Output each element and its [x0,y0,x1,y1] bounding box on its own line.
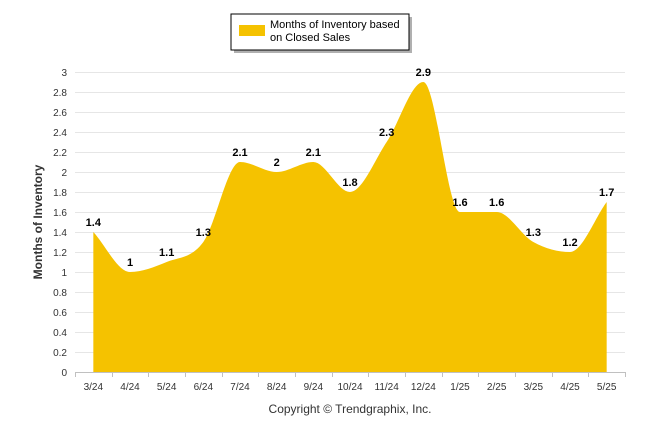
y-tick-label: 2.6 [53,108,67,119]
x-tick-label: 11/24 [375,382,400,393]
x-tick-label: 12/24 [411,382,436,393]
y-tick-label: 2 [61,168,67,179]
y-tick-label: 2.2 [53,148,67,159]
data-label: 2.3 [379,127,394,139]
x-axis-ticks: 3/24 4/24 5/24 6/24 7/24 8/24 9/24 10/24 11/24 12… [75,372,626,393]
area-series [93,82,607,372]
x-tick-label: 1/25 [450,382,470,393]
data-label: 1.6 [452,197,467,209]
area-fill [93,82,607,372]
y-tick-label: 0.4 [53,328,67,339]
data-label: 1.4 [86,217,102,229]
data-label: 1.6 [489,197,504,209]
legend-label-line-2: on Closed Sales [270,32,351,44]
x-tick-label: 2/25 [487,382,507,393]
y-tick-label: 2.4 [53,128,67,139]
y-tick-label: 1 [61,268,67,279]
legend-label-line-1: Months of Inventory based [270,19,400,31]
y-tick-label: 1.8 [53,188,67,199]
data-label: 1 [127,257,133,269]
y-tick-label: 3 [61,68,67,79]
data-label: 2.1 [306,147,321,159]
copyright-footer: Copyright © Trendgraphix, Inc. [269,402,432,416]
x-tick-label: 3/25 [524,382,544,393]
y-tick-label: 0 [61,368,67,379]
x-tick-label: 4/25 [560,382,580,393]
x-tick-label: 7/24 [230,382,250,393]
x-tick-label: 8/24 [267,382,287,393]
legend-swatch [239,25,265,36]
x-tick-label: 5/25 [597,382,617,393]
x-tick-label: 10/24 [337,382,362,393]
y-tick-label: 1.2 [53,248,67,259]
x-tick-label: 4/24 [120,382,140,393]
y-tick-label: 0.2 [53,348,67,359]
y-tick-label: 1.4 [53,228,67,239]
y-tick-label: 2.8 [53,88,67,99]
y-tick-label: 0.6 [53,308,67,319]
data-label: 1.3 [526,227,541,239]
y-tick-label: 1.6 [53,208,67,219]
data-label: 2 [274,157,280,169]
x-tick-label: 5/24 [157,382,177,393]
data-label: 1.8 [342,177,357,189]
data-label: 2.1 [232,147,247,159]
x-tick-label: 3/24 [84,382,104,393]
data-label: 1.7 [599,187,614,199]
data-label: 1.3 [196,227,211,239]
y-tick-label: 0.8 [53,288,67,299]
data-label: 2.9 [416,67,431,79]
data-labels: 1.4 1 1.1 1.3 2.1 2 2.1 1.8 2.3 2.9 1.6 1.6 1.3 1.2 1.… [86,67,615,269]
x-tick-label: 9/24 [304,382,324,393]
legend: Months of Inventory based on Closed Sale… [230,13,412,53]
y-axis-label: Months of Inventory [31,164,45,279]
x-tick-label: 6/24 [194,382,214,393]
data-label: 1.1 [159,247,174,259]
data-label: 1.2 [562,237,577,249]
y-axis-ticks: 0 0.2 0.4 0.6 0.8 1 1.2 1.4 1.6 1.8 2 2.2 2.4 2.6 2.8 3 [53,68,67,379]
